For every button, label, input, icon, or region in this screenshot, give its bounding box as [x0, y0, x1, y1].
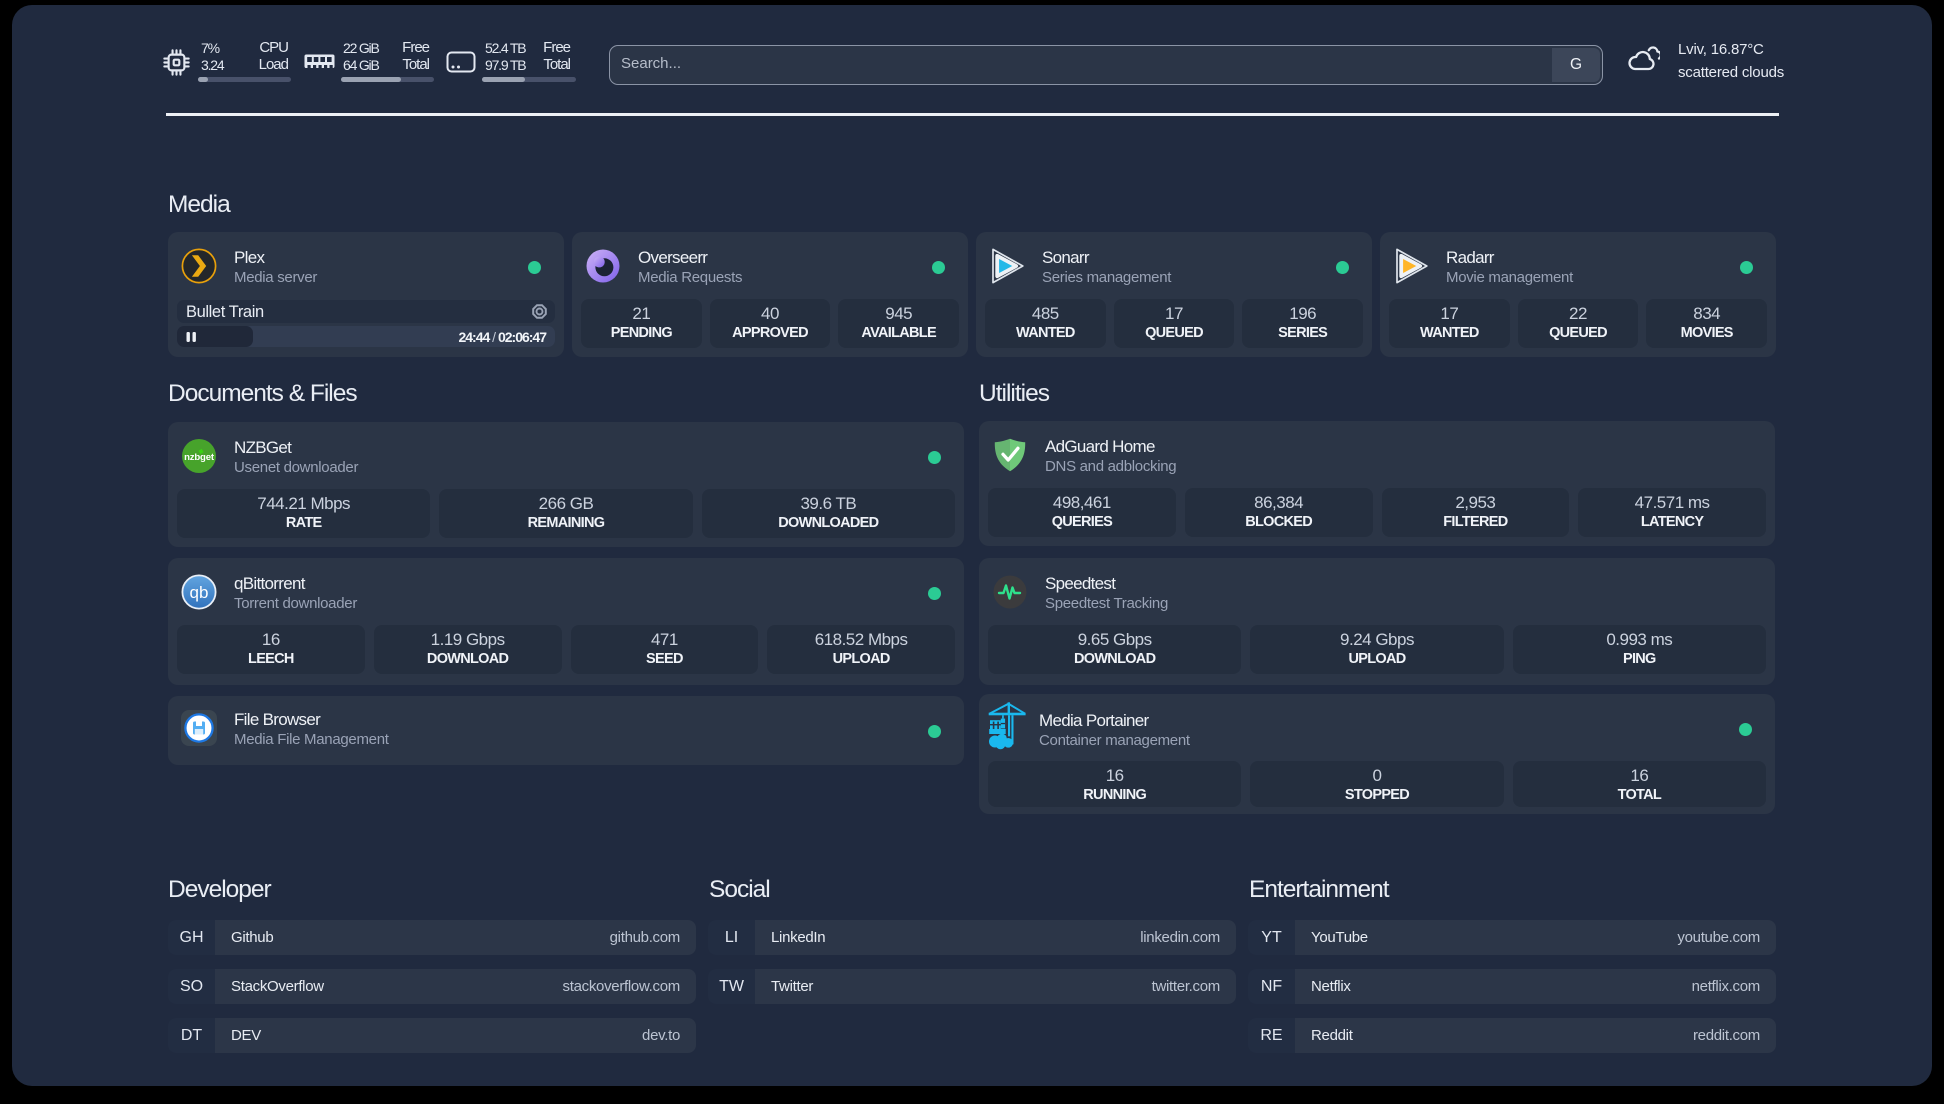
- svg-text:qb: qb: [190, 583, 209, 602]
- svg-text:nzbget: nzbget: [184, 452, 215, 463]
